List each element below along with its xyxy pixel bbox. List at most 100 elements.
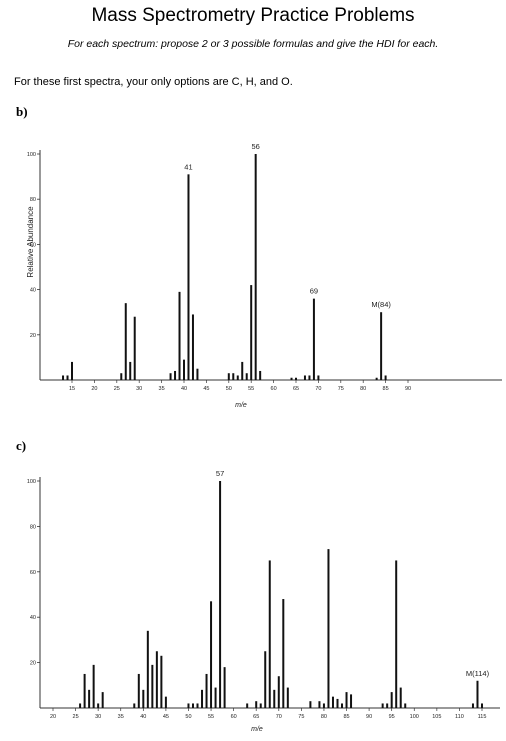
x-tick-label: 45 — [163, 714, 169, 720]
x-tick-label: 85 — [343, 714, 349, 720]
x-tick-label: 15 — [69, 386, 75, 392]
spectrum-peak-bar — [390, 692, 393, 708]
x-tick-label: 65 — [293, 386, 299, 392]
x-tick-label: 85 — [383, 386, 389, 392]
spectrum-peak-bar — [151, 664, 154, 708]
spectrum-peak-bar — [88, 689, 91, 708]
y-tick-label: 80 — [30, 197, 36, 203]
spectrum-peak-bar — [322, 703, 325, 708]
x-tick-label: 60 — [231, 714, 237, 720]
spectrum-peak-bar — [395, 560, 398, 708]
spectrum-peak-bar — [97, 703, 100, 708]
x-axis-title: m/e — [251, 726, 263, 733]
spectrum-peak-bar — [178, 291, 181, 380]
spectrum-peak-bar — [236, 375, 239, 380]
x-tick-label: 40 — [140, 714, 146, 720]
spectrum-peak-bar — [133, 703, 136, 708]
spectrum-peak-bar — [164, 696, 167, 708]
spectrum-peak-bar — [71, 361, 73, 380]
x-tick-label: 115 — [478, 714, 487, 720]
x-tick-label: 100 — [410, 714, 419, 720]
spectrum-peak-bar — [66, 375, 69, 380]
peak-annotation: 57 — [216, 469, 224, 478]
panel-label-c: c) — [16, 438, 27, 453]
x-axis-title: m/e — [235, 402, 247, 409]
spectrum-peak-bar — [350, 694, 353, 708]
spectrum-peak-bar — [255, 701, 258, 708]
spectrum-peak-bar — [245, 373, 248, 380]
spectrum-peak-bar — [187, 703, 190, 708]
x-tick-label: 60 — [271, 386, 277, 392]
x-tick-label: 30 — [136, 386, 142, 392]
spectrum-peak-bar — [318, 701, 321, 708]
spectrum-peak-bar — [309, 701, 312, 708]
spectrum-peak-bar — [124, 303, 127, 380]
peak-annotation: M(114) — [466, 669, 490, 678]
spectrum-peak-bar — [375, 377, 378, 380]
peak-annotation: 41 — [184, 162, 192, 171]
spectrum-peak-bar — [79, 703, 82, 708]
spectrum-peak-bar — [196, 703, 199, 708]
x-tick-label: 75 — [298, 714, 304, 720]
x-tick-label: 95 — [389, 714, 395, 720]
x-tick-label: 35 — [159, 386, 165, 392]
spectrum-peak-bar — [250, 285, 253, 380]
spectrum-peak-bar — [142, 689, 145, 708]
spectrum-peak-bar — [133, 316, 136, 380]
spectrum-peak-bar — [308, 375, 311, 380]
spectrum-peak-bar — [286, 687, 289, 708]
spectrum-peak-bar — [295, 377, 297, 380]
spectrum-peak-bar — [146, 630, 149, 708]
spectrum-peak-bar — [399, 687, 402, 708]
spectrum-peak-bar — [155, 651, 158, 708]
spectrum-peak-bar — [254, 154, 257, 380]
x-tick-label: 20 — [91, 386, 97, 392]
spectrum-peak-bar — [282, 599, 285, 708]
panel-label-b: b) — [16, 104, 28, 119]
x-tick-label: 50 — [226, 386, 232, 392]
spectrum-peak-bar — [481, 703, 483, 708]
x-tick-label: 70 — [315, 386, 321, 392]
x-tick-label: 90 — [366, 714, 372, 720]
spectrum-peak-bar — [386, 703, 389, 708]
x-tick-label: 90 — [405, 386, 411, 392]
instructions-text: For these first spectra, your only optio… — [14, 76, 293, 88]
spectrum-peak-bar — [191, 703, 194, 708]
x-tick-label: 80 — [321, 714, 327, 720]
spectrum-peak-bar — [83, 673, 86, 708]
spectrum-peak-bar — [273, 689, 276, 708]
spectrum-peak-bar — [246, 703, 249, 708]
spectrum-peak-bar — [264, 651, 267, 708]
x-tick-label: 110 — [455, 714, 464, 720]
spectrum-peak-bar — [120, 373, 123, 380]
spectrum-peak-bar — [384, 375, 387, 380]
spectrum-peak-bar — [331, 696, 334, 708]
spectrum-peak-bar — [183, 359, 185, 380]
spectrum-peak-bar — [205, 673, 208, 708]
x-tick-label: 55 — [248, 386, 254, 392]
spectrum-peak-bar — [259, 703, 262, 708]
spectrum-peak-bar — [187, 174, 190, 380]
x-tick-label: 25 — [114, 386, 120, 392]
spectrum-peak-bar — [137, 673, 140, 708]
spectrum-peak-bar — [196, 368, 199, 380]
spectrum-peak-bar — [345, 692, 348, 708]
spectrum-peak-bar — [227, 373, 230, 380]
x-tick-label: 20 — [50, 714, 56, 720]
x-tick-label: 35 — [118, 714, 124, 720]
spectrum-peak-bar — [191, 314, 194, 380]
peak-annotation: M(84) — [371, 300, 391, 309]
y-tick-label: 60 — [30, 570, 36, 576]
spectrum-peak-bar — [201, 689, 204, 708]
x-tick-label: 70 — [276, 714, 282, 720]
spectrum-peak-bar — [317, 375, 320, 380]
spectrum-peak-bar — [223, 667, 226, 708]
spectrum-peak-bar — [210, 601, 213, 708]
spectrum-peak-bar — [219, 481, 222, 708]
spectrum-peak-bar — [341, 703, 344, 708]
y-tick-label: 80 — [30, 524, 36, 530]
spectrum-peak-bar — [62, 375, 65, 380]
spectrum-peak-bar — [129, 361, 132, 380]
x-tick-label: 25 — [73, 714, 79, 720]
